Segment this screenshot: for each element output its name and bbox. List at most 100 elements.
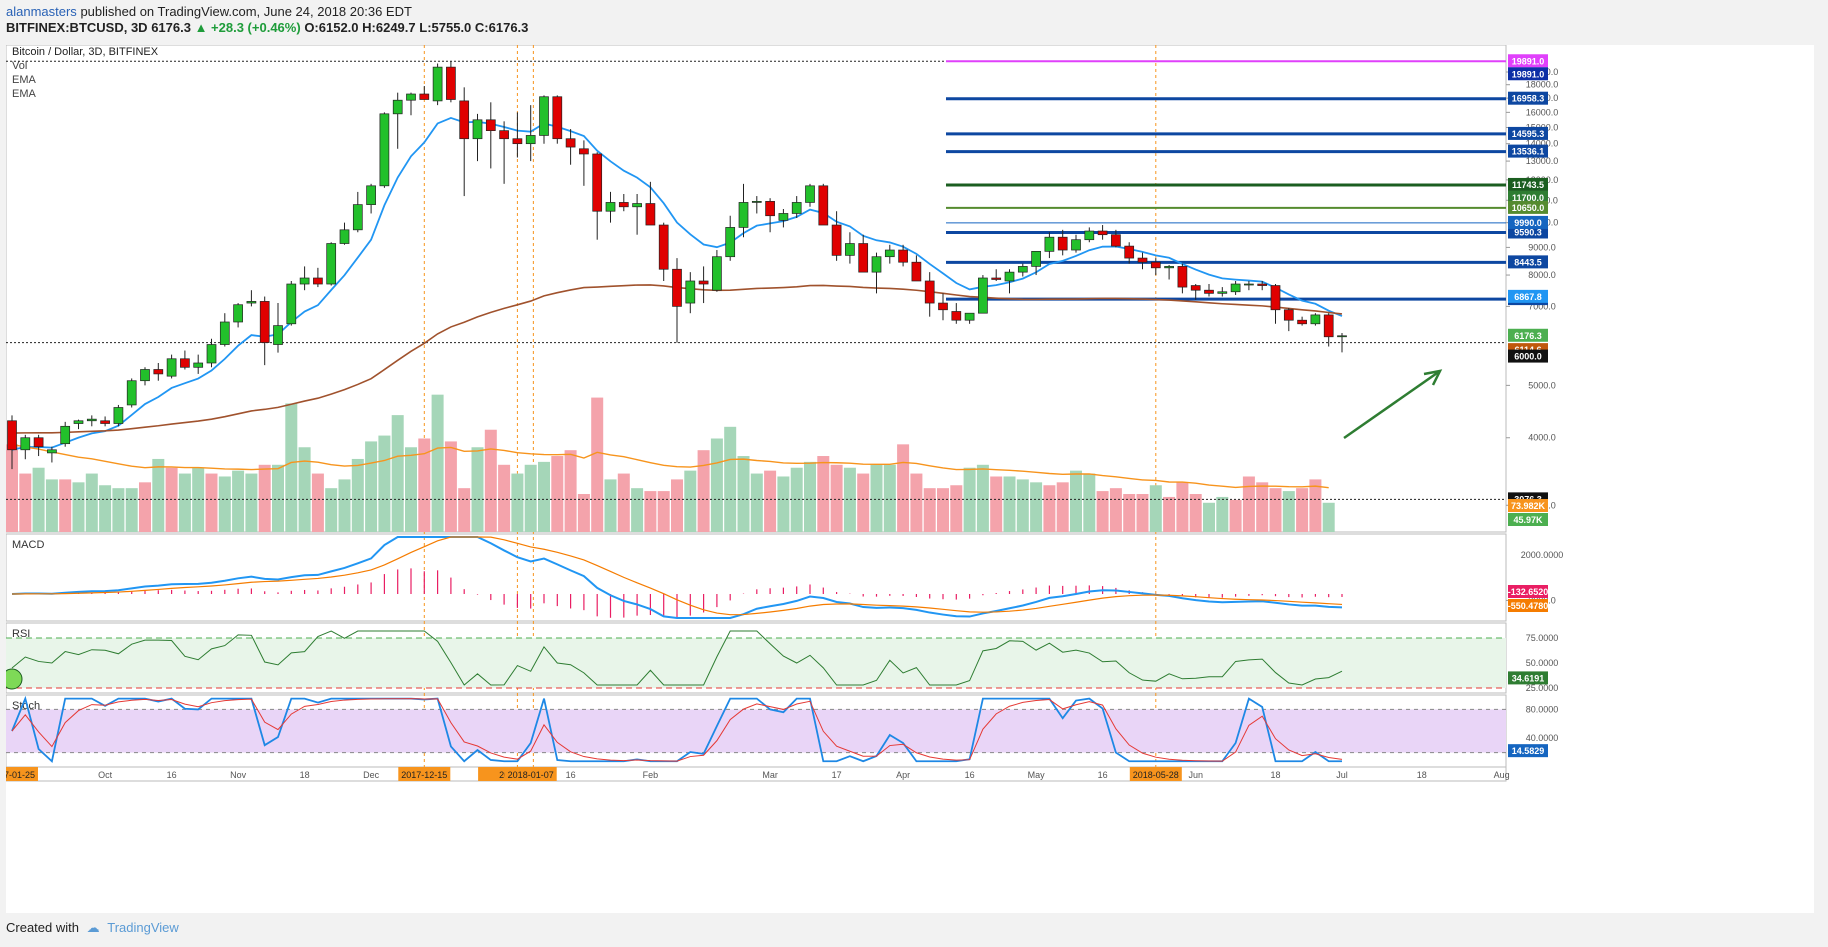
dotted-level-label-bg xyxy=(1508,67,1548,81)
price-tick-label: 5000.0 xyxy=(1528,380,1556,390)
volume-bar xyxy=(764,470,777,532)
volume-bar xyxy=(112,488,125,532)
volume-bar xyxy=(604,479,617,532)
volume-bar xyxy=(391,415,404,532)
volume-bar xyxy=(1242,476,1255,532)
volume-bar xyxy=(418,438,431,532)
volume-bar xyxy=(152,458,165,532)
volume-bar xyxy=(285,403,298,532)
time-tick-label: 16 xyxy=(965,770,975,780)
symbol-line: BITFINEX:BTCUSD, 3D 6176.3 ▲ +28.3 (+0.4… xyxy=(6,20,528,35)
macd-signal-line xyxy=(11,536,1343,616)
volume-bar xyxy=(471,447,484,532)
published-text: published on TradingView.com, June 24, 2… xyxy=(80,4,412,19)
candle-body xyxy=(113,407,124,424)
candle-body xyxy=(1164,266,1174,269)
blue-level-label: 14595.3 xyxy=(1512,129,1545,139)
volume-bar xyxy=(657,491,670,532)
candle-body xyxy=(379,113,390,187)
volume-bar xyxy=(85,473,98,532)
candle-body xyxy=(818,185,829,226)
candle-body xyxy=(60,425,71,445)
candle-body xyxy=(166,358,177,377)
volume-bar xyxy=(883,464,896,532)
volume-bar xyxy=(684,470,697,532)
candle-body xyxy=(1337,335,1347,338)
candle-body xyxy=(978,277,988,314)
candle-body xyxy=(1283,309,1294,321)
candle-body xyxy=(286,283,297,325)
tradingview-brand[interactable]: TradingView xyxy=(107,920,179,935)
volume-bar xyxy=(737,456,750,532)
volume-bar xyxy=(1296,488,1309,532)
last-price-label: 6176.3 xyxy=(1514,331,1542,341)
volume-bar xyxy=(1096,491,1109,532)
macd-signal-label-bg xyxy=(1508,599,1548,612)
volume-bar xyxy=(1016,479,1029,532)
volume-bar xyxy=(1216,496,1229,532)
chart-area[interactable]: 19000.018000.017000.016000.015000.014000… xyxy=(6,45,1814,913)
volume-bar xyxy=(564,450,577,532)
candle-body xyxy=(326,243,337,285)
candle-body xyxy=(140,369,150,382)
candle-body xyxy=(938,302,948,311)
candle-body xyxy=(858,243,869,273)
candle-body xyxy=(1111,234,1121,247)
time-tick-label: 2017-01-25 xyxy=(6,770,35,780)
volume-bar xyxy=(671,479,683,532)
candle-body xyxy=(1044,236,1055,252)
candle-body xyxy=(1057,236,1068,251)
tradingview-logo-icon: ☁ xyxy=(86,920,100,935)
volume-ma-label-bg xyxy=(1508,499,1548,512)
candle-body xyxy=(592,153,603,212)
candle-body xyxy=(20,437,31,451)
time-tick-label: 18 xyxy=(1417,770,1427,780)
volume-bar xyxy=(1176,482,1189,532)
macd-tick-label: 2000.0000 xyxy=(1521,550,1564,560)
candle-body xyxy=(552,96,563,140)
volume-bar xyxy=(1163,496,1176,532)
volume-bar xyxy=(351,458,364,532)
author-link[interactable]: alanmasters xyxy=(6,4,77,19)
volume-label: 45.97K xyxy=(1513,515,1543,525)
candle-body xyxy=(1017,266,1028,273)
candles xyxy=(7,61,1347,470)
volume-bar xyxy=(258,464,271,532)
volume-bar xyxy=(1136,494,1149,532)
volume-bar xyxy=(1269,488,1282,532)
rsi-tick-label: 50.0000 xyxy=(1526,658,1559,668)
volume-bar xyxy=(298,447,311,532)
volume-bar xyxy=(897,444,910,532)
time-tick-label: Apr xyxy=(896,770,910,780)
macd-pane xyxy=(6,533,1507,622)
candle-body xyxy=(1031,250,1041,267)
volume-bars xyxy=(6,394,1335,532)
macd-value-label: -132.6520 xyxy=(1508,587,1549,597)
volume-bar xyxy=(710,438,723,532)
volume-bar xyxy=(1309,479,1322,532)
volume-bar xyxy=(378,435,391,532)
volume-bar xyxy=(963,467,976,532)
green-level-label-bg xyxy=(1508,177,1548,191)
candle-body xyxy=(352,204,363,231)
time-highlight-bg xyxy=(1129,767,1182,781)
candle-body xyxy=(1097,230,1108,236)
price-tick-label: 14000.0 xyxy=(1526,139,1559,149)
volume-bar xyxy=(538,461,550,532)
volume-bar xyxy=(1003,476,1016,532)
volume-bar xyxy=(272,464,284,532)
candle-body xyxy=(206,344,217,364)
green-level-label-bg xyxy=(1508,190,1548,204)
volume-bar xyxy=(458,488,471,532)
candle-body xyxy=(1270,285,1281,311)
candle-body xyxy=(432,66,443,102)
candle-body xyxy=(672,268,682,307)
candle-body xyxy=(791,202,802,214)
time-tick-label: Jul xyxy=(1336,770,1348,780)
candle-body xyxy=(632,203,642,208)
candle-body xyxy=(565,138,576,148)
candle-body xyxy=(499,130,509,140)
candle-body xyxy=(180,358,190,368)
volume-bar xyxy=(1030,482,1043,532)
candle-body xyxy=(446,66,456,100)
